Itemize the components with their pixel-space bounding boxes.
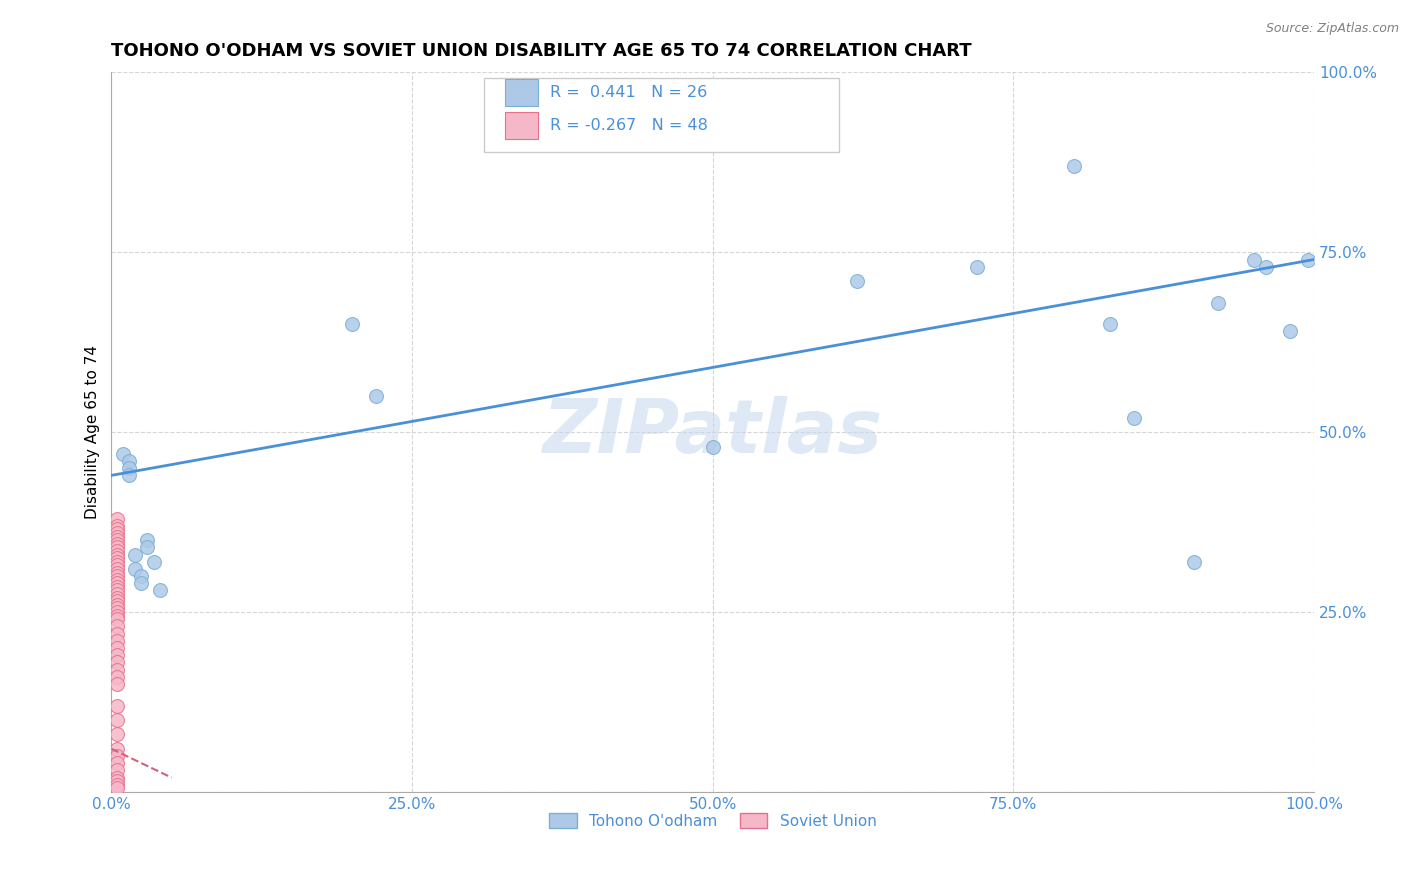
FancyBboxPatch shape: [484, 78, 839, 152]
Y-axis label: Disability Age 65 to 74: Disability Age 65 to 74: [86, 345, 100, 519]
Point: [107, 648, 129, 663]
Point: [107, 533, 129, 548]
Point: [1063, 159, 1085, 173]
Point: [107, 566, 129, 580]
Point: [107, 698, 129, 713]
Point: [107, 558, 129, 573]
Point: [107, 548, 129, 562]
Point: [107, 677, 129, 691]
Point: [107, 573, 129, 587]
Point: [124, 548, 146, 562]
Point: [846, 274, 869, 288]
Point: [148, 583, 170, 598]
Point: [136, 541, 159, 555]
Point: [340, 318, 363, 332]
Point: [1206, 295, 1229, 310]
Point: [1296, 252, 1319, 267]
Point: [107, 741, 129, 756]
Point: [107, 633, 129, 648]
Text: R = -0.267   N = 48: R = -0.267 N = 48: [550, 118, 709, 133]
Point: [131, 576, 153, 591]
Point: [107, 544, 129, 558]
Point: [107, 537, 129, 551]
Point: [107, 778, 129, 792]
Point: [107, 626, 129, 640]
Point: [107, 727, 129, 741]
Point: [107, 551, 129, 566]
Point: [142, 555, 165, 569]
Point: [1279, 325, 1302, 339]
Point: [107, 587, 129, 601]
Point: [124, 562, 146, 576]
Point: [107, 663, 129, 677]
Point: [107, 605, 129, 619]
Point: [364, 389, 387, 403]
Point: [107, 619, 129, 633]
Point: [107, 562, 129, 576]
Point: [107, 670, 129, 684]
Point: [118, 461, 141, 475]
FancyBboxPatch shape: [505, 112, 538, 139]
Point: [107, 598, 129, 612]
Text: R =  0.441   N = 26: R = 0.441 N = 26: [550, 85, 707, 100]
Point: [107, 583, 129, 598]
Point: [107, 601, 129, 615]
Text: TOHONO O'ODHAM VS SOVIET UNION DISABILITY AGE 65 TO 74 CORRELATION CHART: TOHONO O'ODHAM VS SOVIET UNION DISABILIT…: [111, 42, 972, 60]
FancyBboxPatch shape: [505, 78, 538, 106]
Point: [107, 608, 129, 623]
Point: [107, 656, 129, 670]
Point: [1182, 555, 1205, 569]
Point: [702, 440, 724, 454]
Point: [107, 591, 129, 605]
Point: [1243, 252, 1265, 267]
Point: [107, 518, 129, 533]
Point: [107, 713, 129, 727]
Point: [118, 468, 141, 483]
Point: [1098, 318, 1121, 332]
Point: [107, 576, 129, 591]
Point: [107, 525, 129, 540]
Legend: Tohono O'odham, Soviet Union: Tohono O'odham, Soviet Union: [543, 806, 883, 835]
Text: ZIPatlas: ZIPatlas: [543, 396, 883, 468]
Point: [1254, 260, 1277, 274]
Point: [107, 756, 129, 771]
Point: [107, 511, 129, 525]
Point: [107, 749, 129, 764]
Point: [107, 555, 129, 569]
Point: [107, 641, 129, 656]
Point: [107, 580, 129, 594]
Point: [107, 612, 129, 626]
Point: [136, 533, 159, 548]
Point: [107, 541, 129, 555]
Point: [107, 594, 129, 608]
Text: Source: ZipAtlas.com: Source: ZipAtlas.com: [1265, 22, 1399, 36]
Point: [107, 781, 129, 796]
Point: [107, 771, 129, 785]
Point: [112, 447, 135, 461]
Point: [107, 529, 129, 543]
Point: [1122, 410, 1144, 425]
Point: [107, 764, 129, 778]
Point: [107, 522, 129, 536]
Point: [118, 454, 141, 468]
Point: [107, 774, 129, 789]
Point: [131, 569, 153, 583]
Point: [107, 569, 129, 583]
Point: [966, 260, 988, 274]
